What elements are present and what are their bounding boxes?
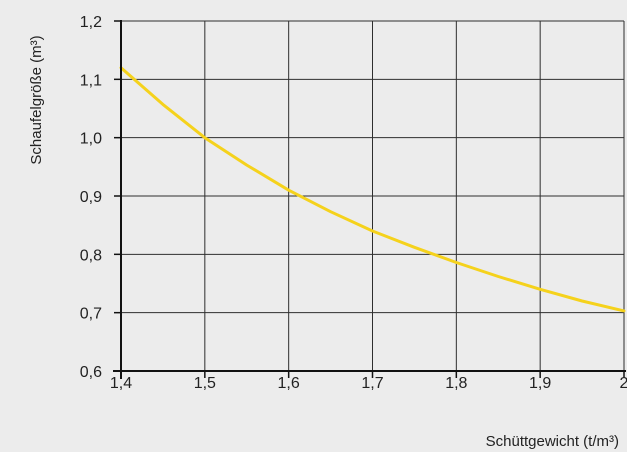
tick-labels: 1,4 1,5 1,6 1,7 1,8 1,9 2 0,6 0,7 0,8 0,9 1,0 1,1 1,2 — [80, 14, 627, 392]
x-tick-label: 1,9 — [529, 375, 551, 392]
y-tick-label: 0,8 — [80, 247, 102, 264]
x-tick-label: 1,5 — [194, 375, 216, 392]
x-tick-label: 1,4 — [110, 375, 132, 392]
y-axis-title: Schaufelgröße (m³) — [28, 35, 45, 164]
y-tick-label: 0,6 — [80, 364, 102, 381]
x-tick-label: 2 — [620, 375, 627, 392]
series-line — [119, 66, 626, 313]
x-axis-title: Schüttgewicht (t/m³) — [486, 433, 619, 450]
series-curves — [119, 66, 626, 313]
y-tick-label: 1,0 — [80, 131, 102, 148]
y-tick-label: 1,1 — [80, 72, 102, 89]
y-tick-label: 0,9 — [80, 189, 102, 206]
y-tick-label: 1,2 — [80, 14, 102, 31]
x-tick-label: 1,7 — [361, 375, 383, 392]
x-tick-label: 1,6 — [278, 375, 300, 392]
x-tick-label: 1,8 — [445, 375, 467, 392]
y-tick-label: 0,7 — [80, 306, 102, 323]
axes — [113, 20, 626, 379]
grid — [121, 20, 625, 371]
